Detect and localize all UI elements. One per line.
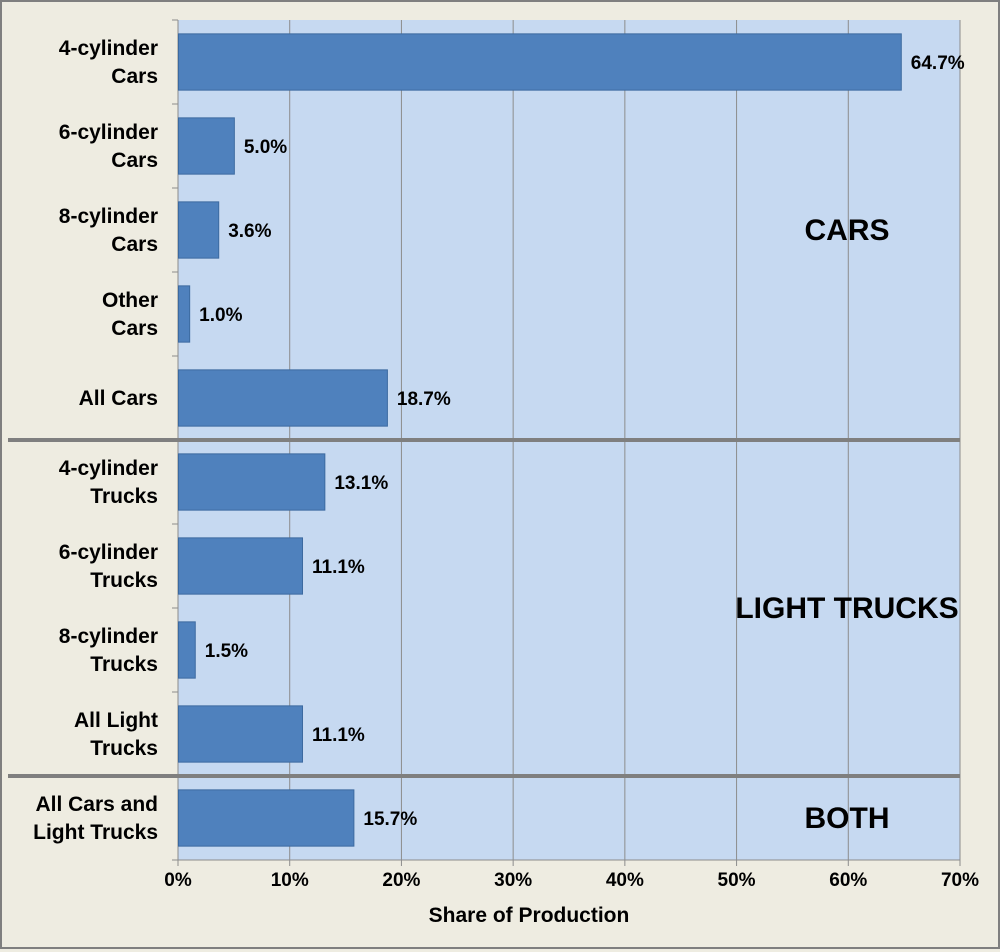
category-label: 8-cylinder (59, 625, 158, 648)
x-tick-label: 70% (941, 870, 979, 891)
category-label: All Cars (79, 387, 158, 410)
category-label: Light Trucks (33, 821, 158, 844)
data-label: 64.7% (911, 53, 965, 74)
bar (178, 789, 355, 847)
category-label: Other (102, 289, 158, 312)
bar (178, 201, 220, 259)
category-label: 4-cylinder (59, 37, 158, 60)
x-tick-label: 20% (382, 870, 420, 891)
group-labels: CARS LIGHT TRUCKS BOTH (735, 214, 958, 835)
category-label: Trucks (90, 485, 158, 508)
category-labels: 4-cylinder Cars 6-cylinder Cars 8-cylinder Ca… (33, 37, 158, 844)
data-label: 1.5% (205, 641, 248, 662)
bar (178, 285, 191, 343)
category-label: 8-cylinder (59, 205, 158, 228)
data-label: 1.0% (199, 305, 242, 326)
x-tick-label: 30% (494, 870, 532, 891)
group-label: BOTH (805, 802, 890, 835)
data-label: 13.1% (334, 473, 388, 494)
data-label: 15.7% (363, 809, 417, 830)
category-label: Trucks (90, 653, 158, 676)
x-tick-label: 40% (606, 870, 644, 891)
bar (178, 537, 304, 595)
data-label: 5.0% (244, 137, 287, 158)
data-label: 11.1% (312, 557, 365, 578)
x-tick-label: 0% (164, 870, 192, 891)
category-label: Cars (111, 317, 158, 340)
category-label: Cars (111, 65, 158, 88)
data-label: 3.6% (228, 221, 271, 242)
category-label: 6-cylinder (59, 121, 158, 144)
category-label: Cars (111, 233, 158, 256)
category-label: 6-cylinder (59, 541, 158, 564)
bar (178, 453, 326, 511)
x-axis-ticks: 0% 10% 20% 30% 40% 50% 60% 70% (164, 860, 979, 891)
category-label: Trucks (90, 569, 158, 592)
bar (178, 705, 304, 763)
data-label: 18.7% (397, 389, 451, 410)
x-tick-label: 60% (829, 870, 867, 891)
category-label: All Cars and (35, 793, 158, 816)
x-axis-title: Share of Production (429, 904, 630, 927)
bar (178, 621, 196, 679)
category-label: All Light (74, 709, 158, 732)
group-label: CARS (804, 214, 889, 247)
category-label: Trucks (90, 737, 158, 760)
bar (178, 369, 388, 427)
data-label: 11.1% (312, 725, 365, 746)
category-label: Cars (111, 149, 158, 172)
x-tick-label: 50% (718, 870, 756, 891)
group-separators (8, 438, 960, 778)
x-tick-label: 10% (271, 870, 309, 891)
category-label: 4-cylinder (59, 457, 158, 480)
group-label: LIGHT TRUCKS (735, 592, 958, 625)
bars (178, 33, 902, 847)
bar (178, 33, 902, 91)
bar (178, 117, 235, 175)
data-labels: 64.7% 5.0% 3.6% 1.0% 18.7% 13.1% 11.1% 1.5% 11.1… (199, 53, 965, 830)
